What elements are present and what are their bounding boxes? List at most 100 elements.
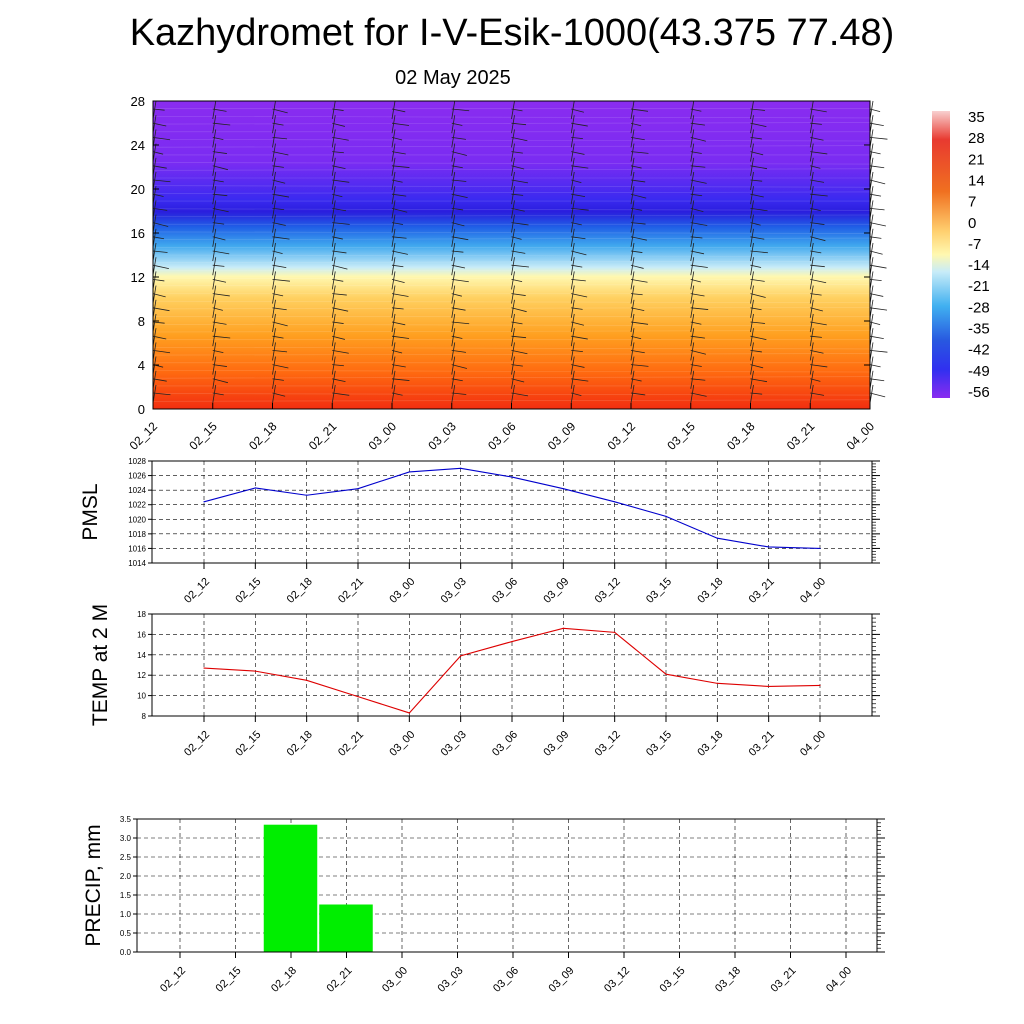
wind-barb: [152, 293, 166, 298]
wind-barb: [511, 392, 529, 397]
wind-barb-staff: [570, 228, 575, 247]
precip-panel: 0.0 0.5 1.0 1.5 2.0 2.5 3.0 3.5 02_12 02_15 02_18 0…: [82, 815, 885, 995]
wind-barb-staff: [331, 370, 336, 389]
wind-barb: [212, 222, 225, 225]
wind-barb: [810, 250, 822, 254]
wind-barb-staff: [391, 200, 396, 219]
wind-barb-staff: [511, 313, 515, 333]
wind-barb: [272, 236, 290, 240]
wind-barb: [451, 137, 466, 140]
plot-background: [137, 819, 877, 952]
wind-barb: [571, 307, 583, 310]
wind-barb-staff: [272, 299, 276, 318]
data-point: [357, 488, 359, 490]
wind-barb: [869, 193, 882, 197]
wind-barb-staff: [451, 328, 456, 347]
wind-barb-staff: [331, 115, 336, 134]
y-tick-label: 16: [137, 630, 146, 639]
wind-barb: [571, 222, 582, 226]
wind-barb: [571, 279, 586, 282]
wind-barb: [152, 208, 168, 211]
wind-barb-staff: [630, 342, 635, 361]
data-point: [511, 476, 513, 478]
wind-barb: [451, 222, 465, 227]
wind-barb-staff: [212, 299, 217, 318]
wind-barb: [511, 378, 525, 383]
wind-barb-staff: [809, 100, 814, 120]
wind-barb-staff: [391, 143, 396, 162]
wind-barb-staff: [570, 115, 575, 134]
wind-barb: [690, 222, 708, 226]
wind-barb-staff: [809, 370, 814, 389]
wind-barb-staff: [630, 157, 635, 176]
wind-barb: [571, 392, 582, 396]
wind-barb-staff: [690, 257, 695, 276]
wind-barb: [571, 264, 583, 268]
wind-barb-staff: [272, 257, 276, 276]
wind-barb-staff: [391, 356, 396, 375]
wind-barb-staff: [570, 214, 575, 233]
wind-barb: [391, 378, 410, 381]
wind-barb-staff: [570, 285, 575, 304]
y-tick-label: 1026: [128, 472, 146, 481]
wind-barb: [212, 122, 231, 126]
wind-barb: [750, 179, 763, 182]
wind-barb-staff: [391, 384, 396, 404]
wind-barb: [451, 264, 466, 269]
chart-subtitle: 02 May 2025: [395, 67, 511, 89]
wind-barb: [391, 364, 406, 368]
colorbar-label: 21: [968, 151, 985, 168]
wind-barb-staff: [212, 100, 217, 120]
wind-barb: [391, 137, 403, 141]
wind-barb: [451, 378, 463, 382]
wind-barb: [511, 293, 526, 296]
wind-barb: [630, 137, 645, 141]
wind-barb-staff: [391, 115, 396, 134]
contour-line: [152, 370, 871, 373]
wind-barb: [212, 279, 227, 283]
wind-barb-staff: [272, 228, 276, 247]
wind-barb-staff: [570, 186, 575, 205]
wind-barb-staff: [272, 328, 276, 347]
wind-barb-staff: [212, 143, 217, 162]
contour-line: [152, 393, 871, 396]
wind-barb-staff: [272, 129, 276, 148]
wind-barb: [511, 179, 529, 184]
wind-barb: [630, 378, 642, 382]
wind-barb-staff: [451, 115, 456, 134]
wind-barb: [571, 350, 583, 352]
wind-barb: [630, 293, 643, 296]
y-tick-label: 0.0: [120, 948, 132, 957]
wind-barb: [571, 193, 586, 197]
wind-barb: [750, 279, 765, 282]
wind-barb: [272, 392, 286, 397]
plot-frame: [136, 818, 878, 953]
wind-barb-staff: [391, 228, 396, 247]
wind-barb-staff: [331, 200, 336, 219]
colorbar-label: 0: [968, 215, 976, 232]
wind-barb-staff: [391, 100, 396, 120]
wind-barb: [332, 108, 344, 111]
wind-barb-staff: [272, 157, 276, 176]
y-tick-label: 0: [138, 402, 145, 417]
wind-barb-staff: [750, 384, 754, 404]
wind-barb-staff: [331, 171, 336, 191]
contour-line: [152, 323, 871, 327]
wind-barb: [391, 108, 406, 113]
wind-barb-staff: [809, 242, 814, 262]
wind-barb-staff: [750, 370, 754, 389]
wind-barb: [451, 108, 470, 112]
wind-barb: [451, 335, 463, 339]
colorbar-label: -56: [968, 384, 990, 401]
data-point: [819, 684, 821, 687]
wind-barb: [869, 122, 884, 126]
wind-barb-staff: [331, 384, 336, 404]
y-tick-label: 16: [131, 226, 145, 241]
wind-barb-staff: [690, 214, 695, 233]
wind-barb-staff: [690, 228, 695, 247]
x-tick-label: 03_06: [485, 419, 519, 453]
y-tick-label: 1016: [128, 544, 146, 553]
x-tick-label: 02_18: [285, 729, 315, 759]
data-point: [614, 631, 616, 633]
wind-barb: [391, 279, 405, 284]
